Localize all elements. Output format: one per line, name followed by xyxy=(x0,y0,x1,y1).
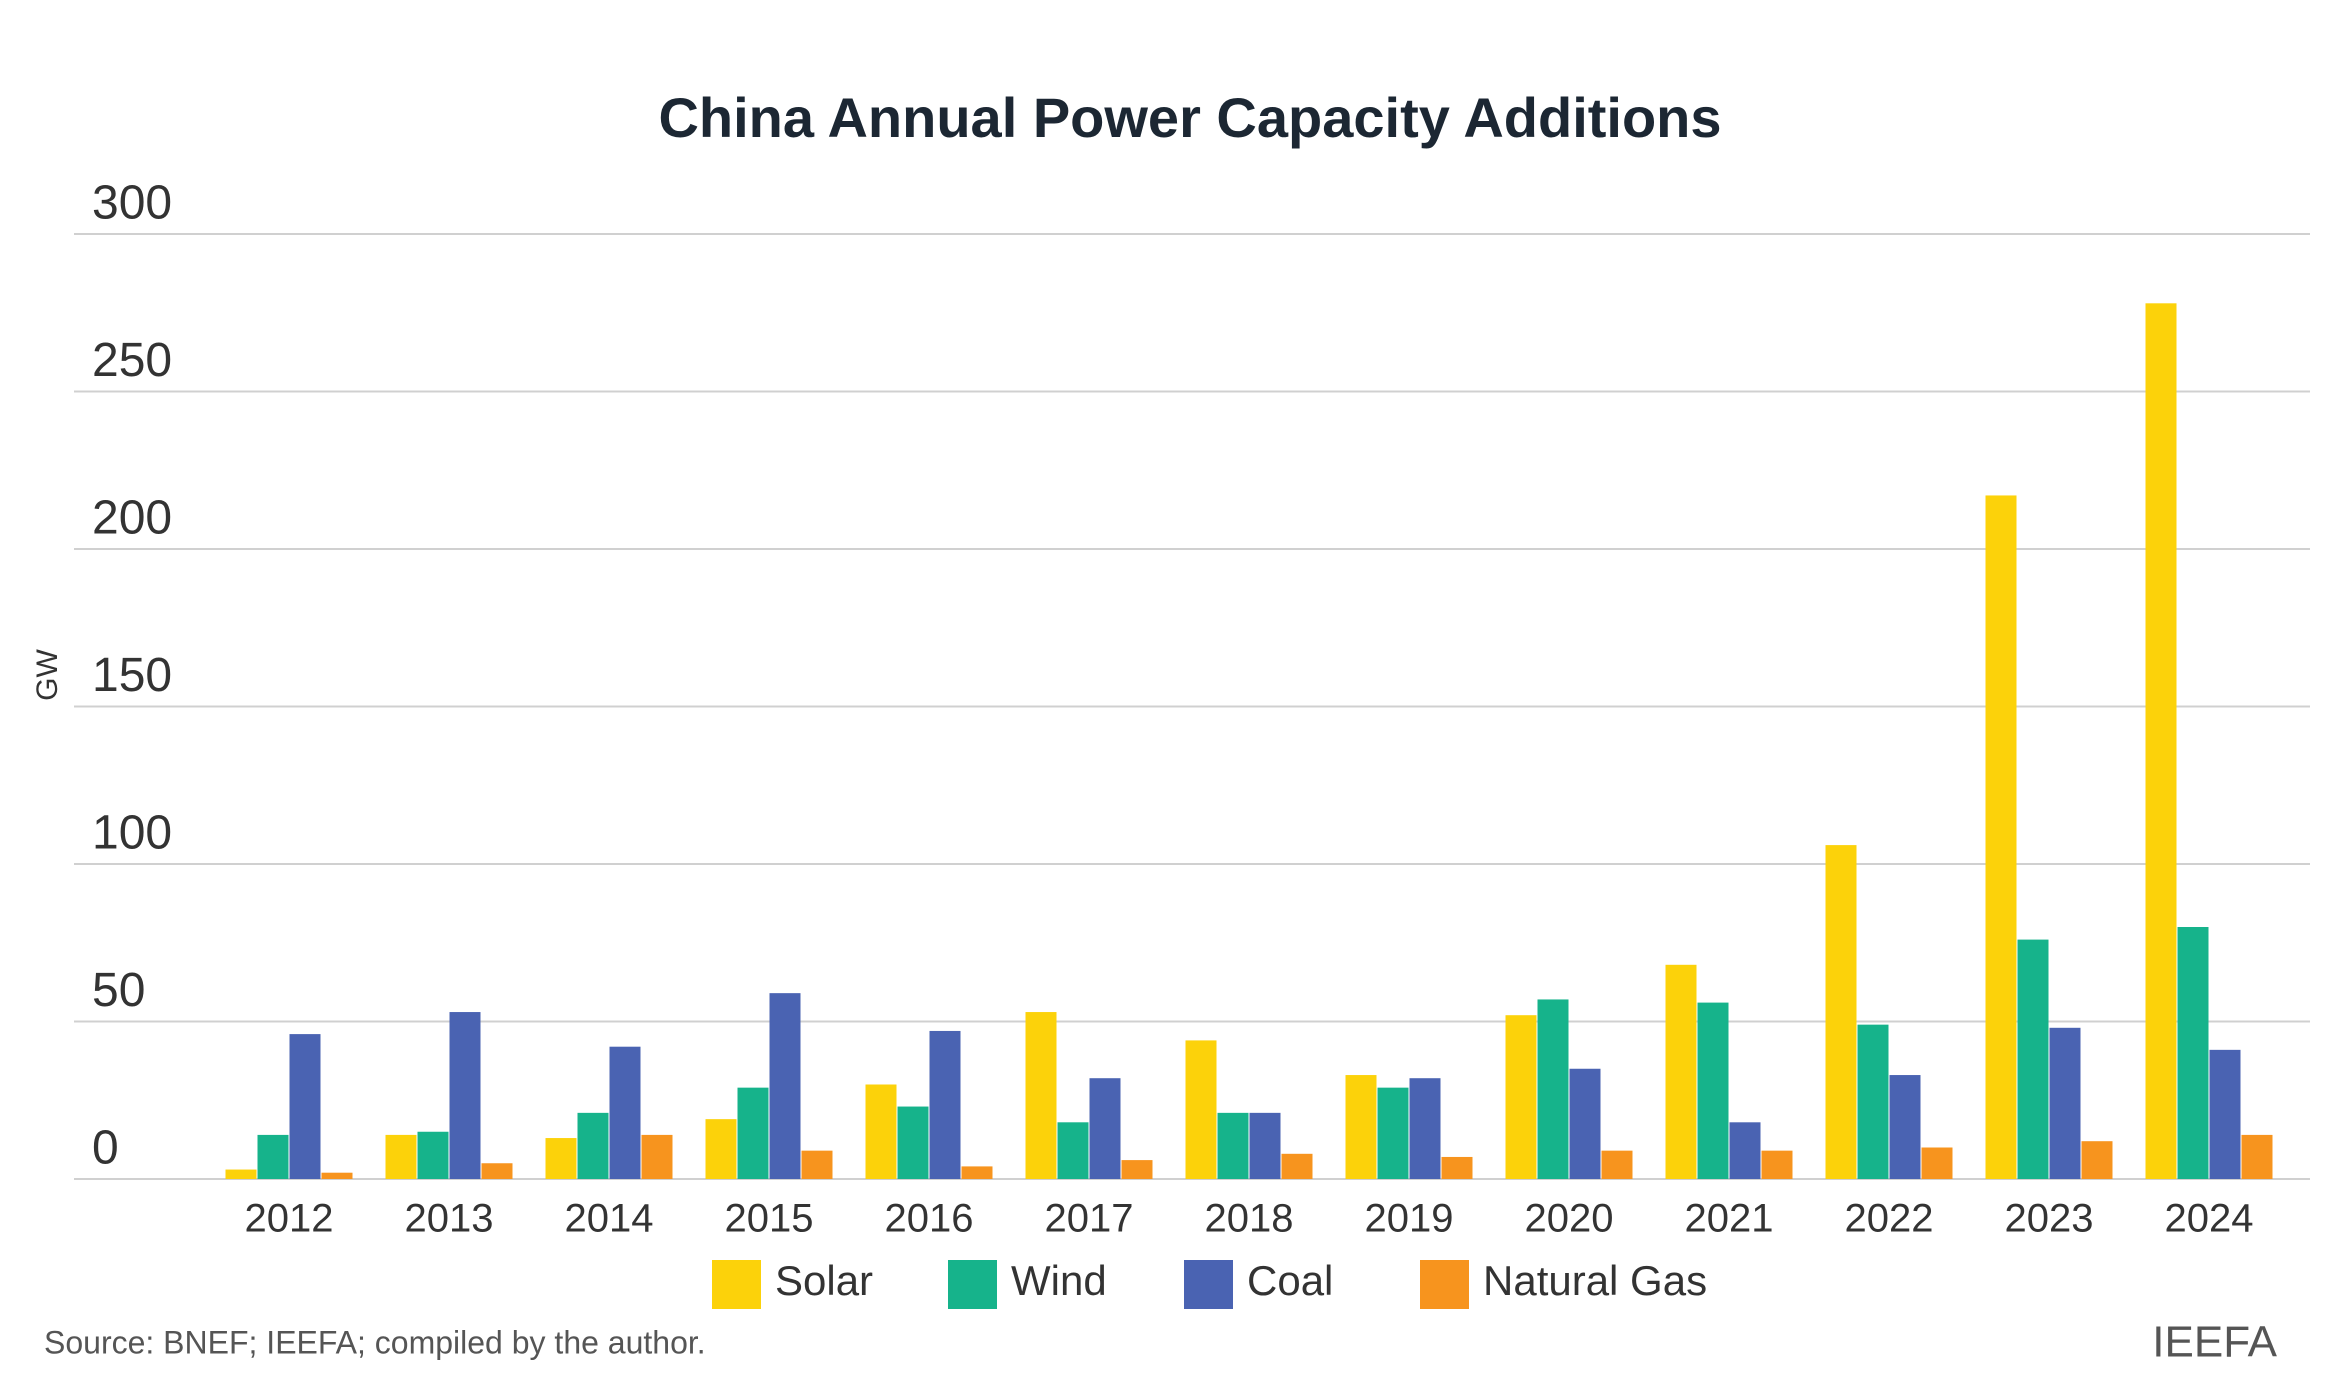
bar xyxy=(1729,1122,1761,1179)
bar xyxy=(1089,1078,1121,1179)
bar xyxy=(257,1134,289,1179)
bar xyxy=(545,1138,577,1179)
legend-swatch xyxy=(1420,1260,1469,1309)
y-axis-label: GW xyxy=(31,648,64,700)
bar xyxy=(1217,1112,1249,1179)
bar xyxy=(1761,1150,1793,1179)
bar xyxy=(609,1046,641,1179)
bar xyxy=(1409,1078,1441,1179)
bar xyxy=(1345,1075,1377,1179)
bar xyxy=(1857,1024,1889,1179)
legend-swatch xyxy=(1184,1260,1233,1309)
bar xyxy=(385,1134,417,1179)
x-tick-label: 2013 xyxy=(405,1197,494,1241)
bar xyxy=(321,1172,353,1179)
bar xyxy=(225,1169,257,1179)
bar xyxy=(1505,1015,1537,1179)
bar xyxy=(2241,1134,2273,1179)
chart-title: China Annual Power Capacity Additions xyxy=(658,86,1721,149)
bar xyxy=(1697,1002,1729,1179)
bar xyxy=(737,1087,769,1179)
bar xyxy=(1441,1156,1473,1179)
x-tick-label: 2014 xyxy=(565,1197,654,1241)
x-tick-label: 2023 xyxy=(2005,1197,2094,1241)
bar xyxy=(705,1119,737,1179)
x-tick-label: 2018 xyxy=(1205,1197,1294,1241)
bar xyxy=(2177,927,2209,1179)
y-tick-label: 100 xyxy=(92,807,172,860)
bar xyxy=(801,1150,833,1179)
bar xyxy=(2209,1049,2241,1179)
legend-label: Solar xyxy=(775,1257,873,1304)
bar xyxy=(1569,1068,1601,1179)
bar xyxy=(2081,1141,2113,1179)
bar xyxy=(1537,999,1569,1179)
bar xyxy=(1889,1075,1921,1179)
bar xyxy=(961,1166,993,1179)
brand: IEEFA xyxy=(2152,1318,2277,1367)
bar xyxy=(1057,1122,1089,1179)
y-tick-label: 150 xyxy=(92,649,172,702)
bar xyxy=(2017,939,2049,1179)
bar xyxy=(1249,1112,1281,1179)
source-note: Source: BNEF; IEEFA; compiled by the aut… xyxy=(44,1324,706,1360)
bar xyxy=(481,1163,513,1179)
legend-swatch xyxy=(712,1260,761,1309)
legend-label: Natural Gas xyxy=(1483,1257,1707,1304)
bar xyxy=(1377,1087,1409,1179)
bar xyxy=(1281,1153,1313,1179)
x-tick-label: 2020 xyxy=(1525,1197,1614,1241)
y-tick-label: 0 xyxy=(92,1122,119,1175)
bar xyxy=(289,1034,321,1179)
legend-swatch xyxy=(948,1260,997,1309)
bar xyxy=(577,1112,609,1179)
y-tick-label: 250 xyxy=(92,334,172,387)
bar xyxy=(1825,845,1857,1179)
bar xyxy=(1985,495,2017,1179)
bar xyxy=(929,1030,961,1179)
x-tick-label: 2024 xyxy=(2165,1197,2254,1241)
x-tick-label: 2016 xyxy=(885,1197,974,1241)
x-tick-label: 2022 xyxy=(1845,1197,1934,1241)
bar xyxy=(1601,1150,1633,1179)
bar xyxy=(1121,1160,1153,1179)
bar xyxy=(417,1131,449,1179)
x-tick-label: 2017 xyxy=(1045,1197,1134,1241)
bar xyxy=(1025,1012,1057,1179)
x-tick-label: 2019 xyxy=(1365,1197,1454,1241)
bar xyxy=(449,1012,481,1179)
bar xyxy=(769,993,801,1179)
legend-label: Coal xyxy=(1247,1257,1333,1304)
bar xyxy=(2049,1027,2081,1179)
y-tick-label: 200 xyxy=(92,492,172,545)
bar xyxy=(1665,964,1697,1179)
bar xyxy=(2145,303,2177,1179)
bar xyxy=(865,1084,897,1179)
x-tick-label: 2015 xyxy=(725,1197,814,1241)
x-tick-label: 2012 xyxy=(245,1197,334,1241)
x-tick-label: 2021 xyxy=(1685,1197,1774,1241)
y-tick-label: 300 xyxy=(92,177,172,230)
y-tick-label: 50 xyxy=(92,964,145,1017)
bar xyxy=(641,1134,673,1179)
legend-label: Wind xyxy=(1011,1257,1107,1304)
bar xyxy=(897,1106,929,1179)
bar xyxy=(1921,1147,1953,1179)
bar xyxy=(1185,1040,1217,1179)
